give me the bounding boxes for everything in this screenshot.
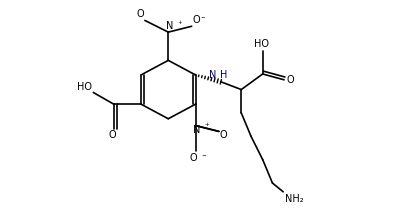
Text: $^-$: $^-$ bbox=[200, 152, 208, 161]
Text: O: O bbox=[190, 153, 197, 163]
Text: N: N bbox=[193, 125, 200, 135]
Text: O: O bbox=[136, 9, 144, 19]
Text: O: O bbox=[220, 130, 228, 140]
Text: H: H bbox=[220, 70, 227, 80]
Text: N: N bbox=[165, 21, 173, 31]
Text: HO: HO bbox=[254, 39, 269, 49]
Text: O: O bbox=[286, 75, 294, 85]
Text: NH₂: NH₂ bbox=[285, 194, 304, 204]
Text: $^-$: $^-$ bbox=[199, 13, 207, 22]
Text: N: N bbox=[209, 70, 217, 80]
Text: HO: HO bbox=[77, 81, 92, 92]
Text: O: O bbox=[109, 130, 117, 140]
Text: $^+$: $^+$ bbox=[176, 20, 183, 29]
Text: O: O bbox=[193, 15, 200, 25]
Text: $^+$: $^+$ bbox=[203, 122, 210, 131]
